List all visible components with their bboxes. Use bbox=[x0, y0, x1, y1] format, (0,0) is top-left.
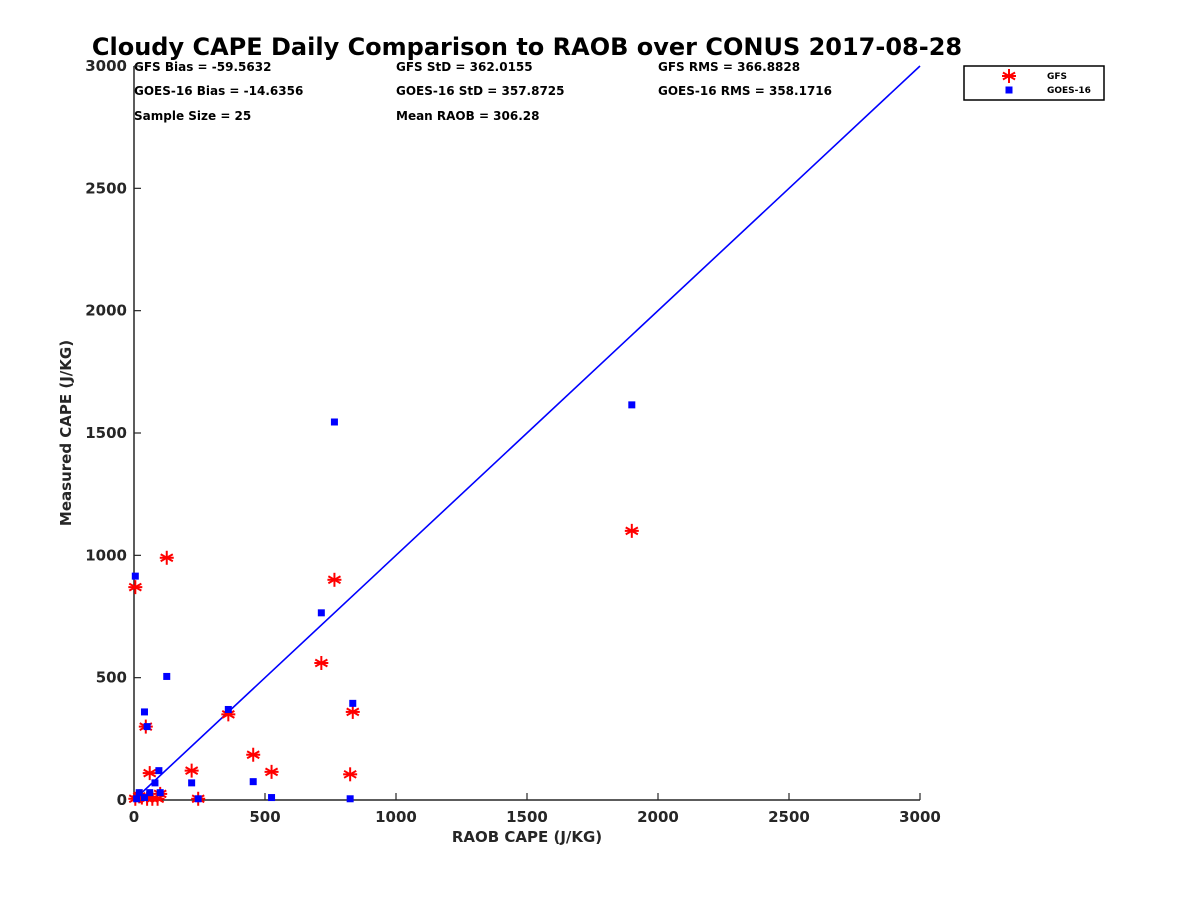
legend: GFS GOES-16 bbox=[963, 65, 1105, 101]
legend-label: GOES-16 bbox=[1047, 86, 1091, 96]
goes16-point bbox=[224, 705, 232, 713]
goes16-point bbox=[155, 767, 163, 775]
x-tick-label: 2000 bbox=[637, 808, 679, 826]
goes16-point bbox=[140, 794, 148, 802]
stat-text: Sample Size = 25 bbox=[134, 109, 251, 123]
goes16-point bbox=[151, 779, 159, 787]
gfs-point bbox=[246, 747, 261, 762]
goes16-point bbox=[628, 401, 636, 409]
data-points bbox=[128, 401, 639, 806]
legend-label: GFS bbox=[1047, 72, 1067, 82]
axis-ticks: 0 500 1000 1500 2000 2500 3000 0 500 1000 1500 2000… bbox=[85, 57, 941, 826]
y-tick-label: 2500 bbox=[85, 179, 127, 197]
x-tick-label: 2500 bbox=[768, 808, 810, 826]
goes16-point bbox=[140, 708, 148, 716]
goes16-point bbox=[249, 778, 257, 786]
x-axis-label: RAOB CAPE (J/KG) bbox=[452, 828, 602, 846]
legend-box bbox=[963, 65, 1105, 101]
y-axis-label: Measured CAPE (J/KG) bbox=[57, 340, 75, 526]
goes16-point bbox=[346, 795, 354, 803]
y-tick-label: 1000 bbox=[85, 546, 127, 564]
y-tick-label: 3000 bbox=[85, 57, 127, 75]
stat-text: Mean RAOB = 306.28 bbox=[396, 109, 540, 123]
gfs-point bbox=[159, 550, 174, 565]
gfs-point bbox=[264, 764, 279, 779]
goes16-point bbox=[317, 609, 325, 617]
goes16-point bbox=[156, 789, 164, 797]
legend-gfs-marker bbox=[1002, 69, 1016, 83]
stat-text: GFS Bias = -59.5632 bbox=[134, 60, 271, 74]
y-tick-label: 500 bbox=[96, 669, 127, 687]
goes16-point bbox=[330, 418, 338, 426]
gfs-point bbox=[343, 767, 358, 782]
chart-title: Cloudy CAPE Daily Comparison to RAOB ove… bbox=[92, 33, 962, 61]
goes16-point bbox=[146, 789, 154, 797]
x-tick-label: 1500 bbox=[506, 808, 548, 826]
stat-text: GFS StD = 362.0155 bbox=[396, 60, 533, 74]
goes16-point bbox=[188, 779, 196, 787]
gfs-point bbox=[314, 655, 329, 670]
stat-text: GOES-16 RMS = 358.1716 bbox=[658, 84, 832, 98]
goes16-point bbox=[143, 723, 151, 731]
y-tick-label: 2000 bbox=[85, 302, 127, 320]
gfs-point bbox=[184, 763, 199, 778]
gfs-point bbox=[345, 704, 360, 719]
gfs-point bbox=[128, 580, 143, 595]
x-tick-label: 3000 bbox=[899, 808, 941, 826]
gfs-point bbox=[142, 766, 157, 781]
reference-line-group bbox=[133, 65, 921, 801]
stat-text: GOES-16 StD = 357.8725 bbox=[396, 84, 565, 98]
goes16-point bbox=[135, 789, 143, 797]
stats-panel: GFS Bias = -59.5632 GFS StD = 362.0155 GFS… bbox=[134, 60, 832, 123]
gfs-point bbox=[327, 572, 342, 587]
x-tick-label: 0 bbox=[129, 808, 139, 826]
legend-goes16-marker bbox=[1005, 86, 1013, 94]
gfs-point bbox=[624, 523, 639, 538]
goes16-point bbox=[349, 699, 357, 707]
one-to-one-line bbox=[133, 65, 921, 801]
goes16-point bbox=[163, 672, 171, 680]
stat-text: GFS RMS = 366.8828 bbox=[658, 60, 800, 74]
goes16-point bbox=[133, 795, 141, 803]
x-tick-label: 1000 bbox=[375, 808, 417, 826]
x-tick-label: 500 bbox=[249, 808, 280, 826]
y-tick-label: 1500 bbox=[85, 424, 127, 442]
goes16-point bbox=[194, 795, 202, 803]
goes16-point bbox=[131, 572, 139, 580]
y-tick-label: 0 bbox=[117, 791, 127, 809]
stat-text: GOES-16 Bias = -14.6356 bbox=[134, 84, 303, 98]
goes16-point bbox=[268, 794, 276, 802]
